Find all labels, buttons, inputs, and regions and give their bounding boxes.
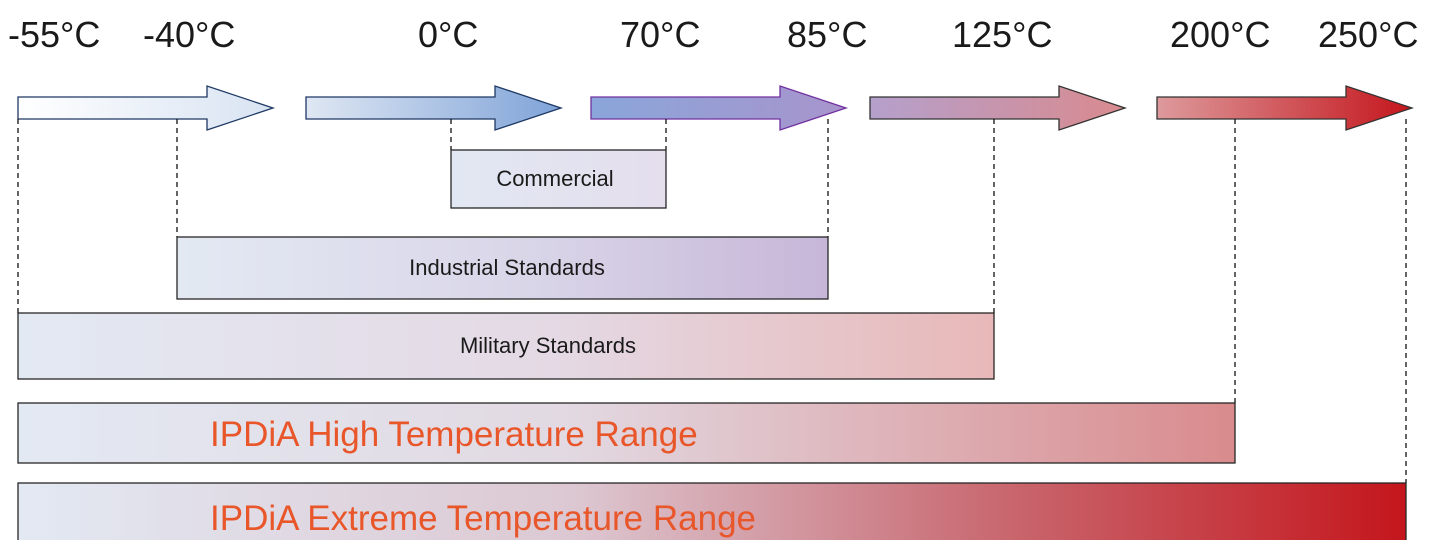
arrow-segment-3 [590,85,849,131]
range-band-military: Military Standards [17,312,995,380]
tick-label-125: 125°C [952,14,1052,55]
range-band-commercial: Commercial [450,149,667,209]
arrow-segment-4 [869,85,1128,131]
range-label-high-temperature: IPDiA High Temperature Range [210,415,698,454]
tick-label-minus40: -40°C [143,14,235,55]
tick-label-0: 0°C [418,14,478,55]
range-label-commercial: Commercial [496,166,613,191]
range-label-extreme-temperature: IPDiA Extreme Temperature Range [210,499,756,538]
range-band-extreme-temperature: IPDiA Extreme Temperature Range [17,482,1407,540]
arrow-segment-5 [1156,85,1415,131]
range-band-industrial: Industrial Standards [176,236,829,300]
arrow-segment-1 [17,85,276,131]
tick-label-minus55: -55°C [8,14,100,55]
tick-label-250: 250°C [1318,14,1418,55]
dashed-guide-lines [17,119,1407,483]
temperature-arrow-scale [17,85,1415,131]
range-band-high-temperature: IPDiA High Temperature Range [17,402,1236,464]
arrow-segment-2 [305,85,564,131]
tick-label-70: 70°C [620,14,700,55]
temperature-tick-labels: -55°C -40°C 0°C 70°C 85°C 125°C 200°C 25… [8,14,1418,55]
tick-label-85: 85°C [787,14,867,55]
range-label-military: Military Standards [460,333,636,358]
range-label-industrial: Industrial Standards [409,255,605,280]
tick-label-200: 200°C [1170,14,1270,55]
